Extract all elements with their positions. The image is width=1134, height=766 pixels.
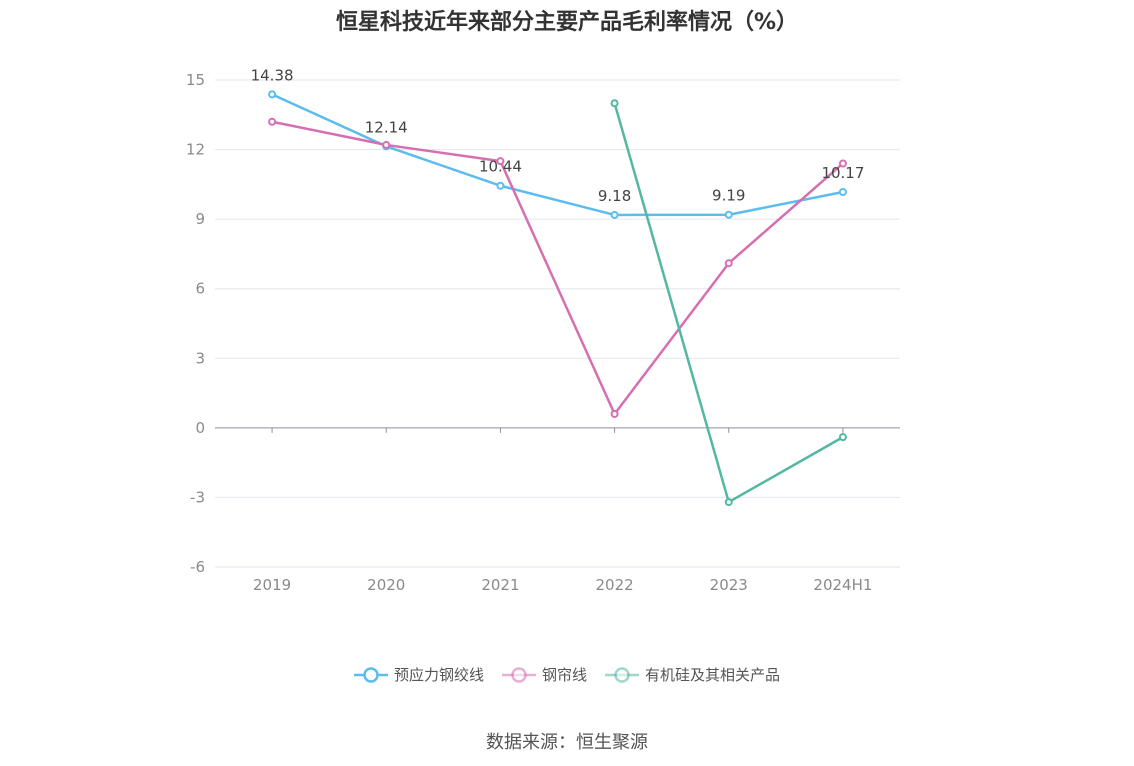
data-label: 9.19 (712, 187, 745, 205)
legend-swatch (353, 666, 388, 683)
x-tick-label: 2020 (367, 576, 405, 594)
x-tick-label: 2022 (595, 576, 633, 594)
data-labels: 14.38 12.14 10.44 9.18 9.19 10.17 (251, 66, 865, 205)
series-line (613, 102, 844, 504)
axes: 15 12 9 6 3 0 -3 -6 2019 2020 2021 2022 2023 2024H1 (186, 71, 873, 594)
data-point (610, 99, 619, 108)
x-tick-label: 2019 (253, 576, 291, 594)
data-point (496, 181, 505, 190)
series-lines (268, 90, 847, 507)
series-line (271, 120, 844, 416)
data-point (838, 188, 847, 197)
legend-label: 有机硅及其相关产品 (645, 666, 781, 684)
legend-item[interactable]: 预应力钢绞线 (353, 664, 484, 685)
y-tick-label: 3 (195, 349, 205, 367)
legend-swatch (605, 666, 639, 683)
y-tick-label: -6 (190, 558, 205, 576)
data-point (610, 409, 619, 418)
grid-lines (215, 79, 900, 568)
data-label: 9.18 (598, 187, 631, 205)
data-point (382, 140, 391, 149)
x-tick-label: 2024H1 (813, 576, 872, 594)
data-point (838, 433, 847, 442)
legend-swatch (501, 666, 536, 683)
y-tick-label: 9 (195, 210, 205, 228)
data-label: 10.17 (821, 164, 864, 182)
data-point (724, 210, 733, 219)
source-note: 数据来源：恒生聚源 (486, 732, 648, 753)
data-label: 10.44 (479, 158, 522, 176)
legend-item[interactable]: 钢帘线 (501, 664, 587, 685)
y-tick-label: 6 (195, 280, 205, 298)
x-tick-label: 2023 (710, 576, 748, 594)
line-chart: 15 12 9 6 3 0 -3 -6 2019 2020 2021 2022 2023 2024H1 1… (186, 66, 900, 594)
x-tick-label: 2021 (481, 576, 519, 594)
data-point (496, 157, 505, 166)
data-point (268, 90, 277, 99)
data-point (724, 259, 733, 268)
legend-item[interactable]: 有机硅及其相关产品 (605, 664, 780, 685)
legend: 预应力钢绞线 钢帘线 有机硅及其相关产品 (0, 664, 1134, 685)
series-line (271, 93, 844, 217)
data-point (610, 210, 619, 219)
data-point (838, 159, 847, 168)
chart-title: 恒星科技近年来部分主要产品毛利率情况（%） (335, 10, 799, 35)
data-label: 14.38 (251, 66, 294, 84)
y-tick-label: 12 (186, 141, 205, 159)
data-label: 12.14 (365, 118, 408, 136)
data-point (268, 117, 277, 126)
legend-label: 预应力钢绞线 (393, 666, 484, 684)
y-tick-label: 15 (186, 71, 205, 89)
y-tick-label: 0 (195, 419, 205, 437)
y-tick-label: -3 (190, 488, 205, 506)
legend-label: 钢帘线 (541, 666, 587, 684)
data-point (724, 498, 733, 507)
